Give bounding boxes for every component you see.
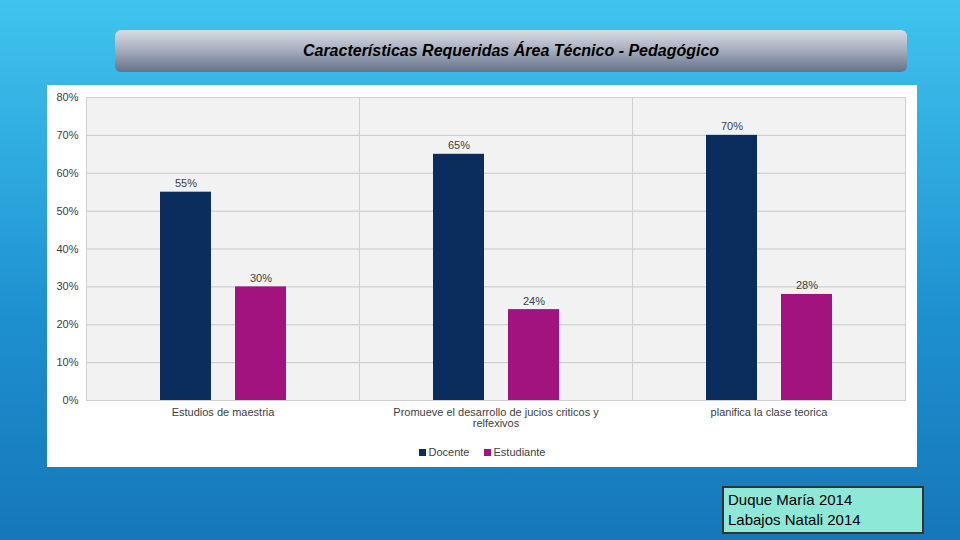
svg-text:10%: 10% xyxy=(56,356,78,368)
svg-text:70%: 70% xyxy=(56,129,78,141)
svg-text:60%: 60% xyxy=(56,167,78,179)
svg-text:28%: 28% xyxy=(796,279,818,291)
html-text:Características Requeridas Áre: Características Requeridas Área Técnico … xyxy=(302,42,720,59)
html-text:Duque María 2014: Duque María 2014 xyxy=(728,491,853,508)
svg-text:24%: 24% xyxy=(523,295,545,307)
html-text:Labajos Natali 2014: Labajos Natali 2014 xyxy=(728,511,861,528)
svg-text:40%: 40% xyxy=(56,243,78,255)
svg-text:30%: 30% xyxy=(56,280,78,292)
svg-text:Promueve el desarrollo de juci: Promueve el desarrollo de jucios critico… xyxy=(393,406,599,429)
svg-text:70%: 70% xyxy=(721,120,743,132)
svg-text:65%: 65% xyxy=(448,139,470,151)
svg-text:planifica la clase teorica: planifica la clase teorica xyxy=(711,406,829,418)
svg-text:30%: 30% xyxy=(250,272,272,284)
svg-text:20%: 20% xyxy=(56,318,78,330)
svg-text:55%: 55% xyxy=(175,177,197,189)
html-text:Estudiante: Estudiante xyxy=(493,446,546,458)
svg-text:Estudios de maestria: Estudios de maestria xyxy=(172,406,276,418)
html-text:Docente: Docente xyxy=(428,446,470,458)
svg-text:0%: 0% xyxy=(63,394,79,406)
svg-text:50%: 50% xyxy=(56,205,78,217)
svg-text:80%: 80% xyxy=(56,91,78,103)
